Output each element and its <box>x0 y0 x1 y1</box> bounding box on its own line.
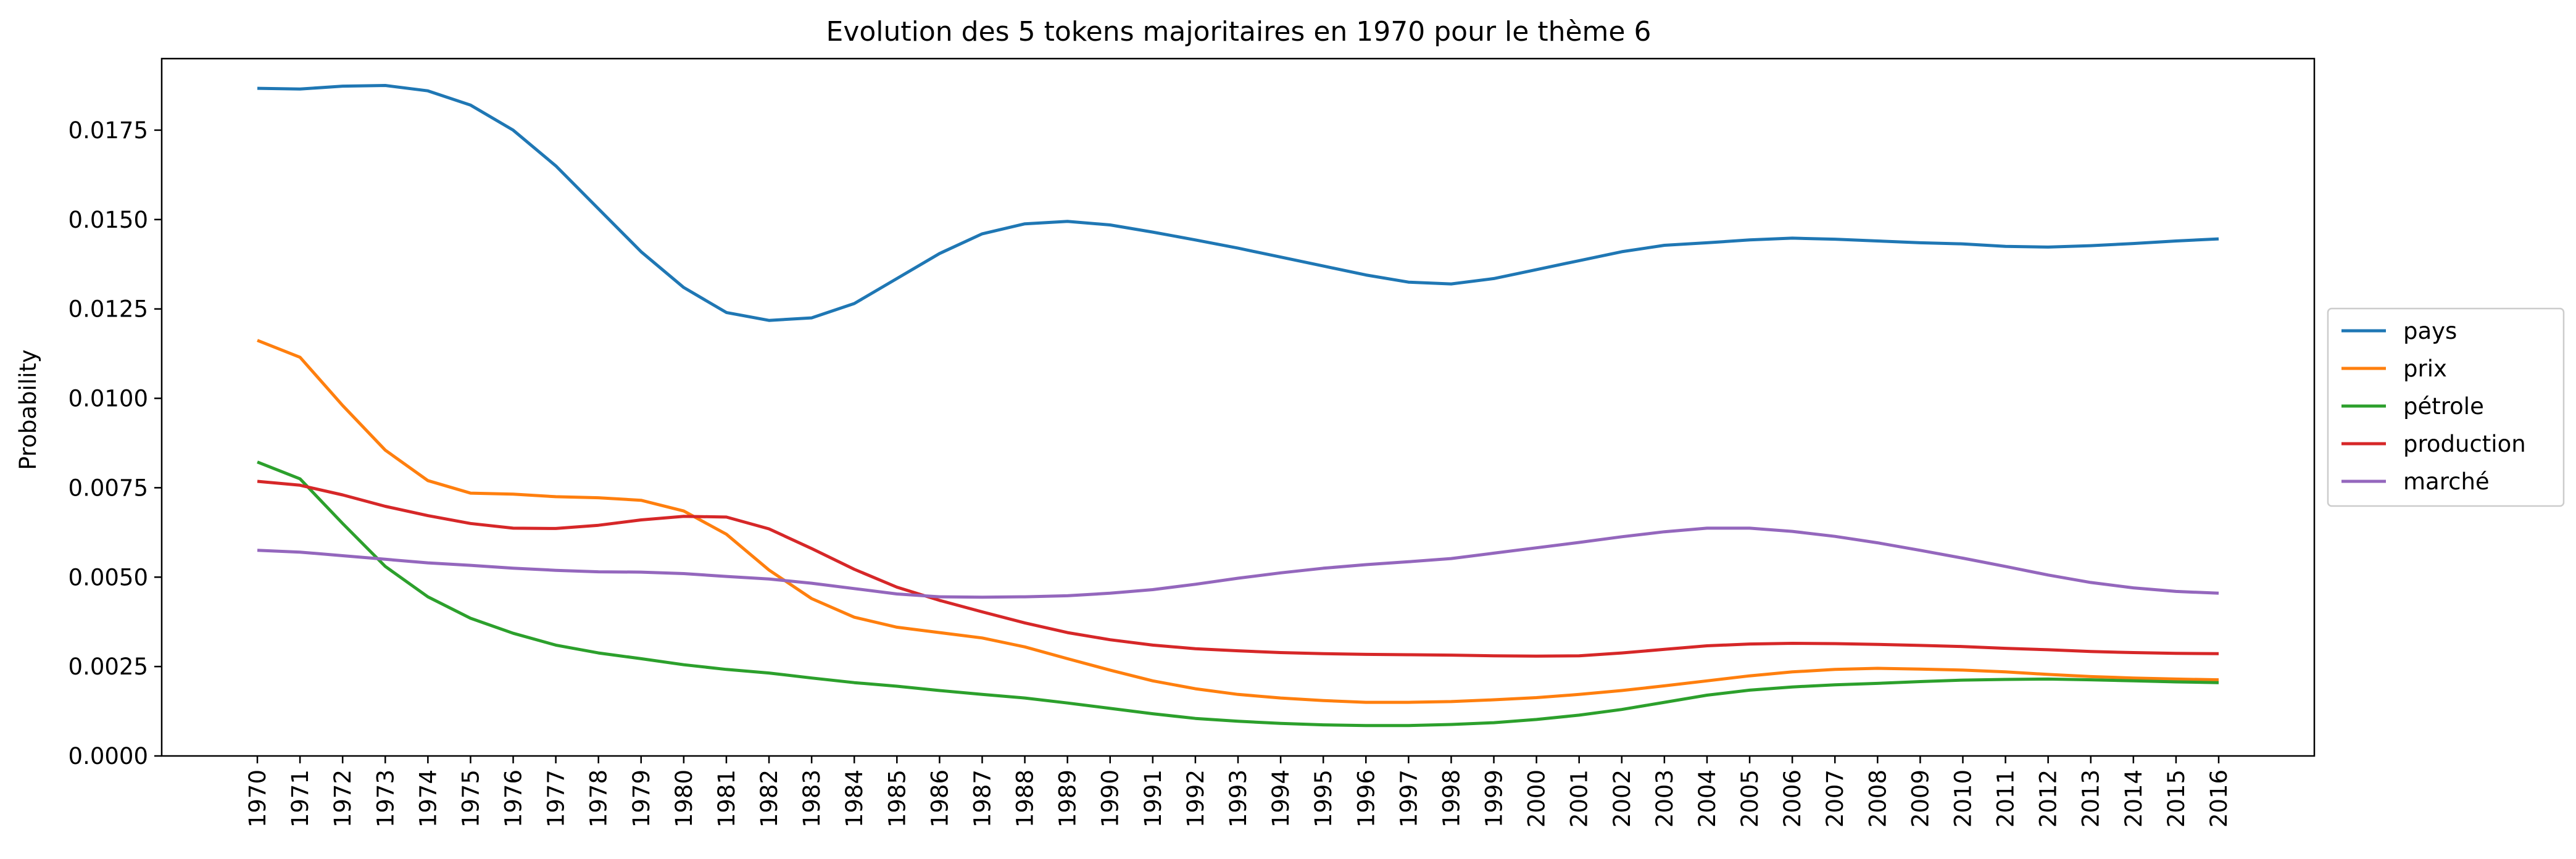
x-tick-label: 1975 <box>457 770 484 828</box>
x-tick-label: 1983 <box>799 770 825 828</box>
legend-box <box>2327 307 2565 507</box>
x-tick-label: 1999 <box>1481 770 1508 828</box>
legend-label-1: pays <box>2403 318 2457 344</box>
y-tick-label: 0.0000 <box>69 743 148 770</box>
x-tick-label: 1992 <box>1182 770 1209 828</box>
x-tick-label: 1971 <box>287 770 314 828</box>
y-tick-label: 0.0175 <box>69 117 148 144</box>
x-tick-label: 2006 <box>1779 770 1806 828</box>
legend-label-3: pétrole <box>2403 393 2484 420</box>
x-tick-label: 1973 <box>372 770 399 828</box>
x-tick-label: 1995 <box>1310 770 1337 828</box>
y-tick-label: 0.0150 <box>69 207 148 233</box>
series-line-3 <box>257 460 2219 728</box>
y-tick-label: 0.0050 <box>69 564 148 591</box>
x-tick-label: 2016 <box>2206 770 2232 828</box>
x-tick-label: 2011 <box>1993 770 2019 828</box>
x-tick-label: 2005 <box>1737 770 1763 828</box>
legend-label-2: prix <box>2403 355 2447 382</box>
chart-title: Evolution des 5 tokens majoritaires en 1… <box>826 16 1652 48</box>
x-tick-label: 2004 <box>1694 770 1721 828</box>
series-line-2 <box>257 339 2219 704</box>
y-axis-title: Probability <box>15 349 41 470</box>
legend-label-5: marché <box>2403 468 2490 495</box>
x-tick-label: 2003 <box>1652 770 1678 828</box>
legend-label-4: production <box>2403 431 2526 457</box>
x-tick-label: 1988 <box>1012 770 1039 828</box>
x-tick-label: 2015 <box>2163 770 2190 828</box>
x-tick-label: 1998 <box>1438 770 1465 828</box>
x-tick-label: 1997 <box>1395 770 1422 828</box>
legend: pays prix pétrole production marché <box>2327 307 2565 507</box>
x-tick-label: 2008 <box>1864 770 1891 828</box>
x-tick-label: 2000 <box>1524 770 1550 828</box>
x-tick-label: 1980 <box>671 770 697 828</box>
x-tick-label: 2001 <box>1566 770 1593 828</box>
series-line-1 <box>257 84 2219 322</box>
y-tick-label: 0.0075 <box>69 475 148 501</box>
series-line-4 <box>257 479 2219 658</box>
x-tick-label: 1986 <box>926 770 953 828</box>
y-tick-label: 0.0100 <box>69 386 148 412</box>
x-tick-label: 1976 <box>501 770 527 828</box>
x-tick-label: 1990 <box>1097 770 1124 828</box>
y-tick-label: 0.0025 <box>69 654 148 680</box>
series-line-5 <box>257 526 2219 599</box>
x-tick-label: 1993 <box>1225 770 1252 828</box>
x-tick-label: 1979 <box>628 770 655 828</box>
x-tick-label: 2013 <box>2078 770 2104 828</box>
x-tick-label: 2012 <box>2035 770 2062 828</box>
x-tick-label: 1987 <box>970 770 996 828</box>
x-tick-label: 1977 <box>543 770 570 828</box>
x-tick-label: 2009 <box>1907 770 1934 828</box>
x-tick-label: 1991 <box>1140 770 1166 828</box>
x-tick-label: 1994 <box>1268 770 1294 828</box>
x-tick-label: 1981 <box>713 770 740 828</box>
x-tick-label: 2014 <box>2121 770 2147 828</box>
x-tick-label: 1982 <box>756 770 783 828</box>
x-tick-label: 1989 <box>1055 770 1081 828</box>
x-tick-label: 1984 <box>841 770 868 828</box>
x-tick-label: 1972 <box>330 770 356 828</box>
x-tick-label: 2010 <box>1950 770 1977 828</box>
plot-area: 0.0000 0.0025 0.0050 0.0075 0.0100 0.0125 0.01… <box>69 57 2316 828</box>
x-tick-label: 1996 <box>1353 770 1379 828</box>
y-tick-label: 0.0125 <box>69 296 148 323</box>
x-tick-label: 2002 <box>1609 770 1635 828</box>
x-tick-label: 1985 <box>884 770 910 828</box>
x-tick-label: 1974 <box>415 770 441 828</box>
x-tick-label: 1978 <box>586 770 612 828</box>
x-tick-label: 1970 <box>244 770 271 828</box>
x-tick-label: 2007 <box>1822 770 1848 828</box>
